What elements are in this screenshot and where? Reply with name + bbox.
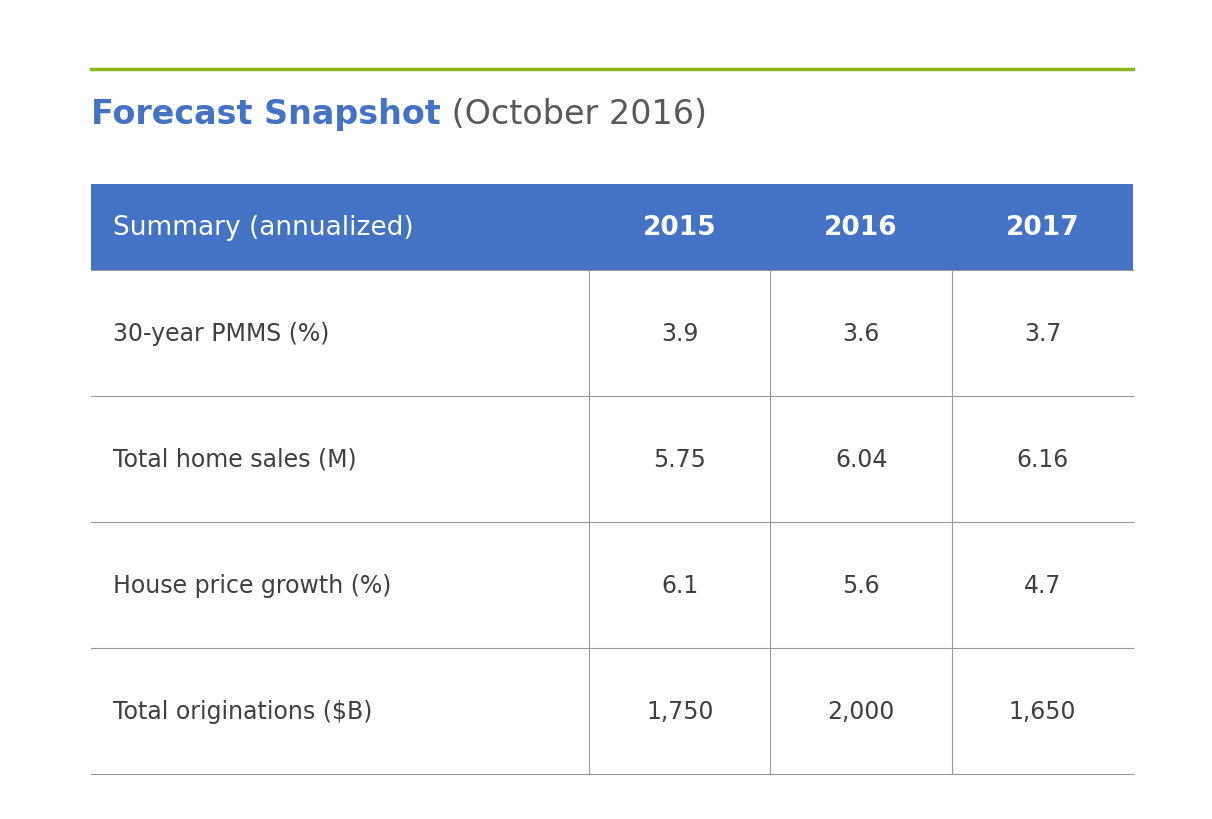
Text: 1,650: 1,650: [1008, 699, 1076, 723]
Text: 2,000: 2,000: [828, 699, 894, 723]
Text: 6.1: 6.1: [662, 573, 698, 597]
Text: Total originations ($B): Total originations ($B): [113, 699, 372, 723]
Text: 6.16: 6.16: [1017, 447, 1069, 471]
Text: 5.75: 5.75: [653, 447, 707, 471]
Text: 6.04: 6.04: [835, 447, 887, 471]
Text: House price growth (%): House price growth (%): [113, 573, 391, 597]
Text: 2015: 2015: [644, 215, 716, 240]
Text: Forecast Snapshot: Forecast Snapshot: [91, 98, 441, 131]
Text: 3.9: 3.9: [661, 321, 698, 346]
Text: 30-year PMMS (%): 30-year PMMS (%): [113, 321, 330, 346]
Text: 3.7: 3.7: [1024, 321, 1062, 346]
Text: 3.6: 3.6: [842, 321, 880, 346]
Text: 2017: 2017: [1006, 215, 1080, 240]
Text: 5.6: 5.6: [842, 573, 880, 597]
Text: 1,750: 1,750: [646, 699, 714, 723]
Text: Total home sales (M): Total home sales (M): [113, 447, 356, 471]
Text: 4.7: 4.7: [1024, 573, 1062, 597]
Text: Summary (annualized): Summary (annualized): [113, 215, 413, 240]
Text: (October 2016): (October 2016): [441, 98, 707, 131]
Text: 2016: 2016: [824, 215, 898, 240]
